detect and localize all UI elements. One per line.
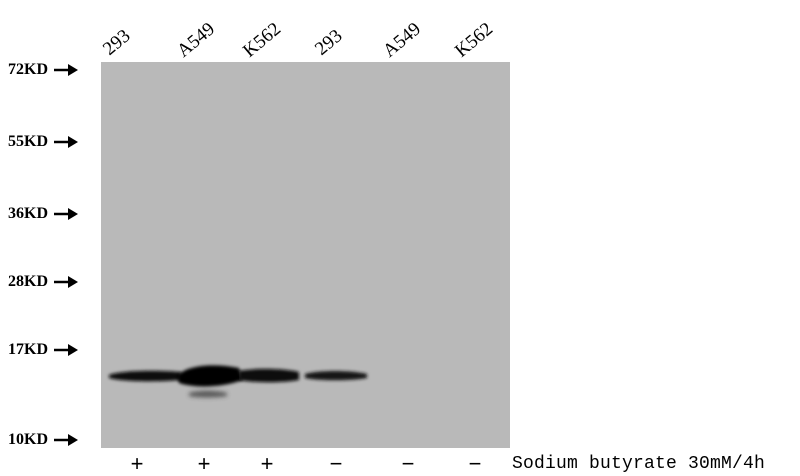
marker-label: 28KD — [8, 273, 48, 290]
lane-label-2: A549 — [173, 18, 219, 62]
lane-label-5: A549 — [379, 18, 425, 62]
treatment-sign-2: + — [197, 451, 211, 476]
marker-label: 36KD — [8, 205, 48, 222]
band-lane-1 — [109, 370, 181, 382]
arrow-right-icon — [54, 434, 78, 446]
marker-label: 72KD — [8, 61, 48, 78]
lane-label-3: K562 — [239, 18, 285, 62]
treatment-label: Sodium butyrate 30mM/4h — [512, 454, 766, 474]
band-lane-2-lower — [189, 390, 227, 398]
arrow-right-icon — [54, 276, 78, 288]
blot-membrane — [101, 62, 510, 448]
lane-label-4: 293 — [311, 25, 347, 60]
marker-17kd: 17KD — [8, 340, 78, 360]
arrow-right-icon — [54, 344, 78, 356]
arrow-right-icon — [54, 136, 78, 148]
marker-72kd: 72KD — [8, 60, 78, 80]
marker-36kd: 36KD — [8, 204, 78, 224]
band-lane-2 — [177, 365, 243, 387]
marker-label: 17KD — [8, 341, 48, 358]
marker-10kd: 10KD — [8, 430, 78, 450]
treatment-sign-1: + — [130, 451, 144, 476]
lane-label-1: 293 — [99, 25, 135, 60]
marker-28kd: 28KD — [8, 272, 78, 292]
arrow-right-icon — [54, 208, 78, 220]
band-lane-4 — [305, 371, 367, 381]
treatment-sign-3: + — [260, 451, 274, 476]
band-layer — [109, 365, 367, 398]
marker-label: 55KD — [8, 133, 48, 150]
treatment-sign-5: − — [401, 451, 415, 476]
arrow-right-icon — [54, 64, 78, 76]
treatment-sign-4: − — [329, 451, 343, 476]
marker-label: 10KD — [8, 431, 48, 448]
marker-55kd: 55KD — [8, 132, 78, 152]
band-lane-3 — [239, 368, 299, 383]
treatment-sign-6: − — [468, 451, 482, 476]
lane-label-6: K562 — [451, 18, 497, 62]
